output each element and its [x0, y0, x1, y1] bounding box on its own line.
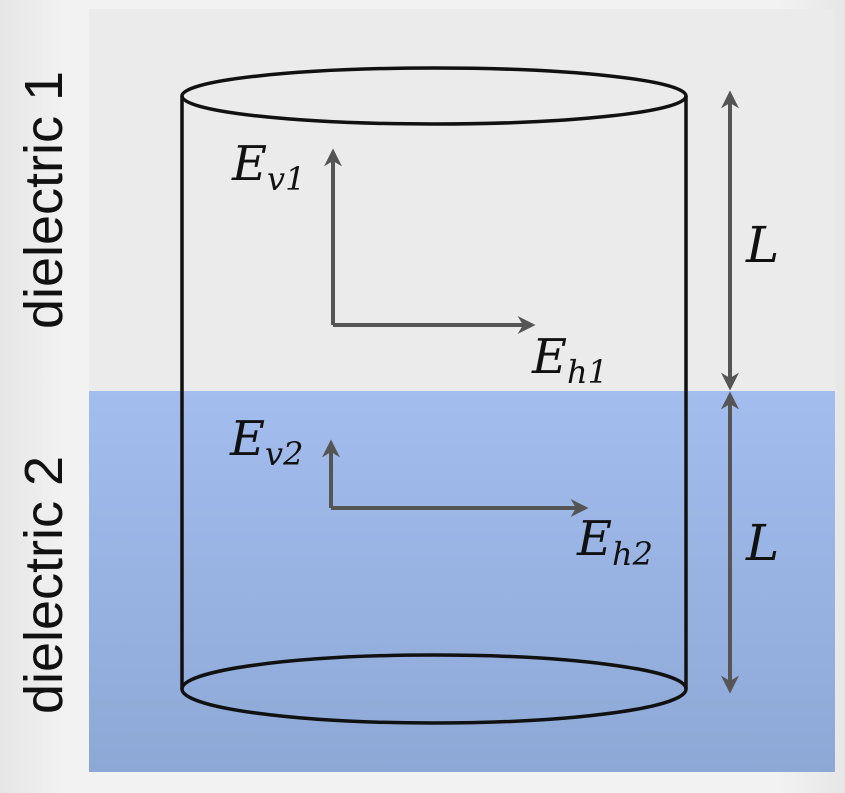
field-arrows-1 — [324, 148, 536, 334]
ev2-label: Ev2 — [229, 411, 303, 473]
ev1-label: Ev1 — [231, 136, 305, 198]
cylinder-bottom-ellipse — [180, 653, 688, 725]
dielectric2-label: dielectric 2 — [14, 456, 74, 714]
dielectric1-region — [89, 9, 835, 391]
cylinder — [180, 66, 688, 725]
dielectric1-label: dielectric 1 — [14, 71, 74, 329]
length-bottom-label: L — [745, 514, 779, 572]
field-arrows-2 — [322, 439, 589, 517]
eh2-label: Eh2 — [576, 511, 653, 573]
dielectric2-region — [89, 391, 835, 772]
eh1-label: Eh1 — [531, 329, 608, 391]
length-top-label: L — [745, 216, 779, 274]
